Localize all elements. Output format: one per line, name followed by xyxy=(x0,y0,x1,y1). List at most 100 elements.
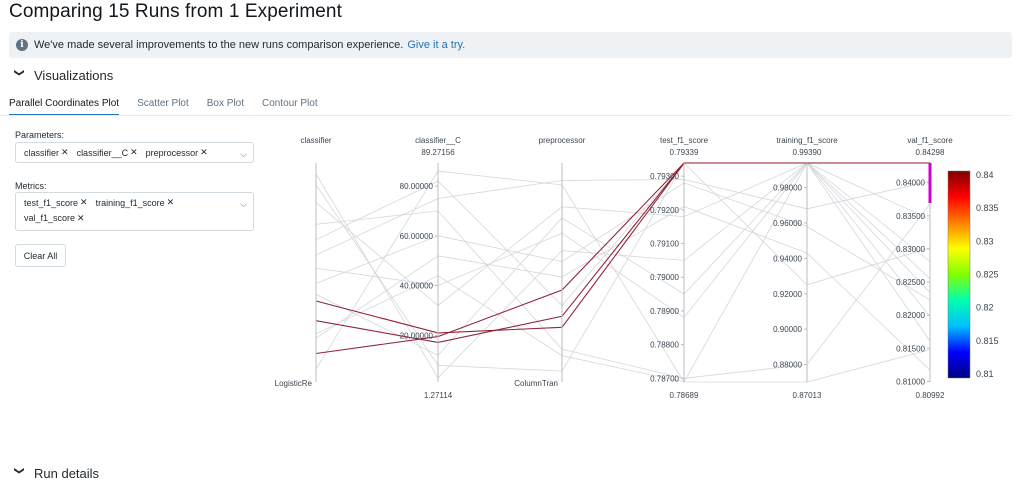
parameters-select[interactable]: classifier ✕ classifier__C ✕ preprocessor ✕… xyxy=(15,142,254,163)
tick-label: 0.78900 xyxy=(650,307,679,316)
tick-label: 80.00000 xyxy=(400,182,434,191)
remove-icon[interactable]: ✕ xyxy=(61,147,69,157)
run-line[interactable] xyxy=(315,206,931,371)
tick-label: 0.88000 xyxy=(773,361,802,370)
tick-label: 0.78700 xyxy=(650,374,679,383)
tick-label: 0.79100 xyxy=(650,240,679,249)
tick-label: 40.00000 xyxy=(400,282,434,291)
chip-label: preprocessor xyxy=(145,147,199,158)
tick-label: 0.96000 xyxy=(773,219,802,228)
tick-label: 0.79000 xyxy=(650,273,679,282)
axis-title: val_f1_score xyxy=(907,136,953,145)
chevron-down-icon[interactable]: ⌵ xyxy=(240,149,247,159)
metric-chip: val_f1_score ✕ xyxy=(20,212,87,225)
axis-title: training_f1_score xyxy=(776,136,838,145)
colorbar-tick-label: 0.81 xyxy=(976,369,994,379)
tick-label: 0.81500 xyxy=(896,344,925,353)
parameter-chip: preprocessor ✕ xyxy=(142,146,210,159)
remove-icon[interactable]: ✕ xyxy=(130,147,138,157)
visualizations-toggle[interactable]: ❯ Visualizations xyxy=(12,68,114,83)
axis-max-label: 89.27156 xyxy=(421,148,455,157)
metric-chip: test_f1_score ✕ xyxy=(20,196,90,209)
metric-chip: training_f1_score ✕ xyxy=(92,196,177,209)
run-line[interactable] xyxy=(315,162,931,307)
colorbar-tick-label: 0.815 xyxy=(976,336,999,346)
chevron-down-icon: ❯ xyxy=(13,68,25,77)
tick-label: 0.79200 xyxy=(650,206,679,215)
remove-icon[interactable]: ✕ xyxy=(80,197,88,207)
constraint-range-bar[interactable] xyxy=(928,163,932,203)
chevron-down-icon[interactable]: ⌵ xyxy=(240,199,247,209)
tick-label: 0.78800 xyxy=(650,341,679,350)
tab-parallel-coordinates-plot[interactable]: Parallel Coordinates Plot xyxy=(9,98,120,116)
info-banner: i We've made several improvements to the… xyxy=(9,32,1012,58)
tick-label: 0.83500 xyxy=(896,212,925,221)
axis-title: classifier xyxy=(300,136,331,145)
remove-icon[interactable]: ✕ xyxy=(166,197,175,207)
visualizations-heading: Visualizations xyxy=(34,68,114,83)
tick-label: 0.84000 xyxy=(896,179,925,188)
tick-label: 0.83000 xyxy=(896,245,925,254)
remove-icon[interactable]: ✕ xyxy=(77,212,85,223)
axis-category-label: LogisticRe xyxy=(275,379,313,388)
axis-max-label: 0.84298 xyxy=(916,148,945,157)
parameters-label: Parameters: xyxy=(15,130,65,140)
tick-label: 20.00000 xyxy=(400,331,434,340)
info-icon: i xyxy=(16,39,28,51)
axis-category-label: ColumnTran xyxy=(514,379,558,388)
parallel-coordinates-chart[interactable]: classifier LogisticRe classifier__C 89.2715… xyxy=(260,120,1024,465)
axis-title: test_f1_score xyxy=(660,136,709,145)
axis-min-label: 1.27114 xyxy=(424,391,453,400)
run-line[interactable] xyxy=(315,203,931,379)
tick-label: 0.92000 xyxy=(773,290,802,299)
run-line[interactable] xyxy=(315,162,931,306)
chip-label: val_f1_score xyxy=(24,213,76,223)
metrics-select[interactable]: test_f1_score ✕ training_f1_score ✕ val_f1… xyxy=(15,192,254,231)
run-line[interactable] xyxy=(315,162,931,342)
banner-text: We've made several improvements to the n… xyxy=(34,39,404,51)
colorbar-tick-label: 0.835 xyxy=(976,203,999,213)
tick-label: 0.82500 xyxy=(896,278,925,287)
axis-min-label: 0.78689 xyxy=(670,391,699,400)
tick-label: 60.00000 xyxy=(400,232,434,241)
run-details-toggle[interactable]: ❯ Run details xyxy=(12,466,100,481)
metrics-label: Metrics: xyxy=(15,181,47,191)
clear-all-button[interactable]: Clear All xyxy=(15,244,66,267)
banner-link[interactable]: Give it a try. xyxy=(407,39,466,51)
run-line[interactable] xyxy=(315,275,931,383)
tick-label: 0.98000 xyxy=(773,184,802,193)
run-line[interactable] xyxy=(315,162,930,334)
chip-label: classifier xyxy=(24,147,60,158)
tab-scatter-plot[interactable]: Scatter Plot xyxy=(137,98,189,109)
axis-max-label: 0.99390 xyxy=(793,148,822,157)
page-title: Comparing 15 Runs from 1 Experiment xyxy=(9,1,342,22)
tick-label: 0.94000 xyxy=(773,254,802,263)
colorbar-tick-label: 0.84 xyxy=(976,170,994,180)
chip-label: classifier__C xyxy=(76,147,129,158)
axis-title: classifier__C xyxy=(415,136,461,145)
tab-contour-plot[interactable]: Contour Plot xyxy=(262,98,318,109)
axis-max-label: 0.79339 xyxy=(670,148,699,157)
run-line[interactable] xyxy=(315,162,931,383)
chevron-down-icon: ❯ xyxy=(13,466,25,475)
tabs-divider xyxy=(0,115,1012,116)
axis-title: preprocessor xyxy=(539,136,586,145)
parameter-chip: classifier__C ✕ xyxy=(73,146,140,159)
run-line[interactable] xyxy=(315,182,931,301)
chip-label: test_f1_score xyxy=(24,197,79,208)
colorbar-tick-label: 0.825 xyxy=(976,270,999,280)
run-line[interactable] xyxy=(315,162,931,356)
colorbar-tick-label: 0.82 xyxy=(976,303,994,313)
tab-box-plot[interactable]: Box Plot xyxy=(206,98,245,109)
chip-label: training_f1_score xyxy=(95,197,165,208)
tick-label: 0.90000 xyxy=(773,325,802,334)
tick-label: 0.81000 xyxy=(896,377,925,386)
tick-label: 0.79300 xyxy=(650,172,679,181)
run-line[interactable] xyxy=(315,162,931,372)
tick-label: 0.82000 xyxy=(896,311,925,320)
run-line[interactable] xyxy=(315,179,931,256)
remove-icon[interactable]: ✕ xyxy=(200,147,208,157)
colorbar-tick-label: 0.83 xyxy=(976,236,994,246)
colorbar xyxy=(947,170,971,379)
parameter-chip: classifier ✕ xyxy=(20,146,71,159)
